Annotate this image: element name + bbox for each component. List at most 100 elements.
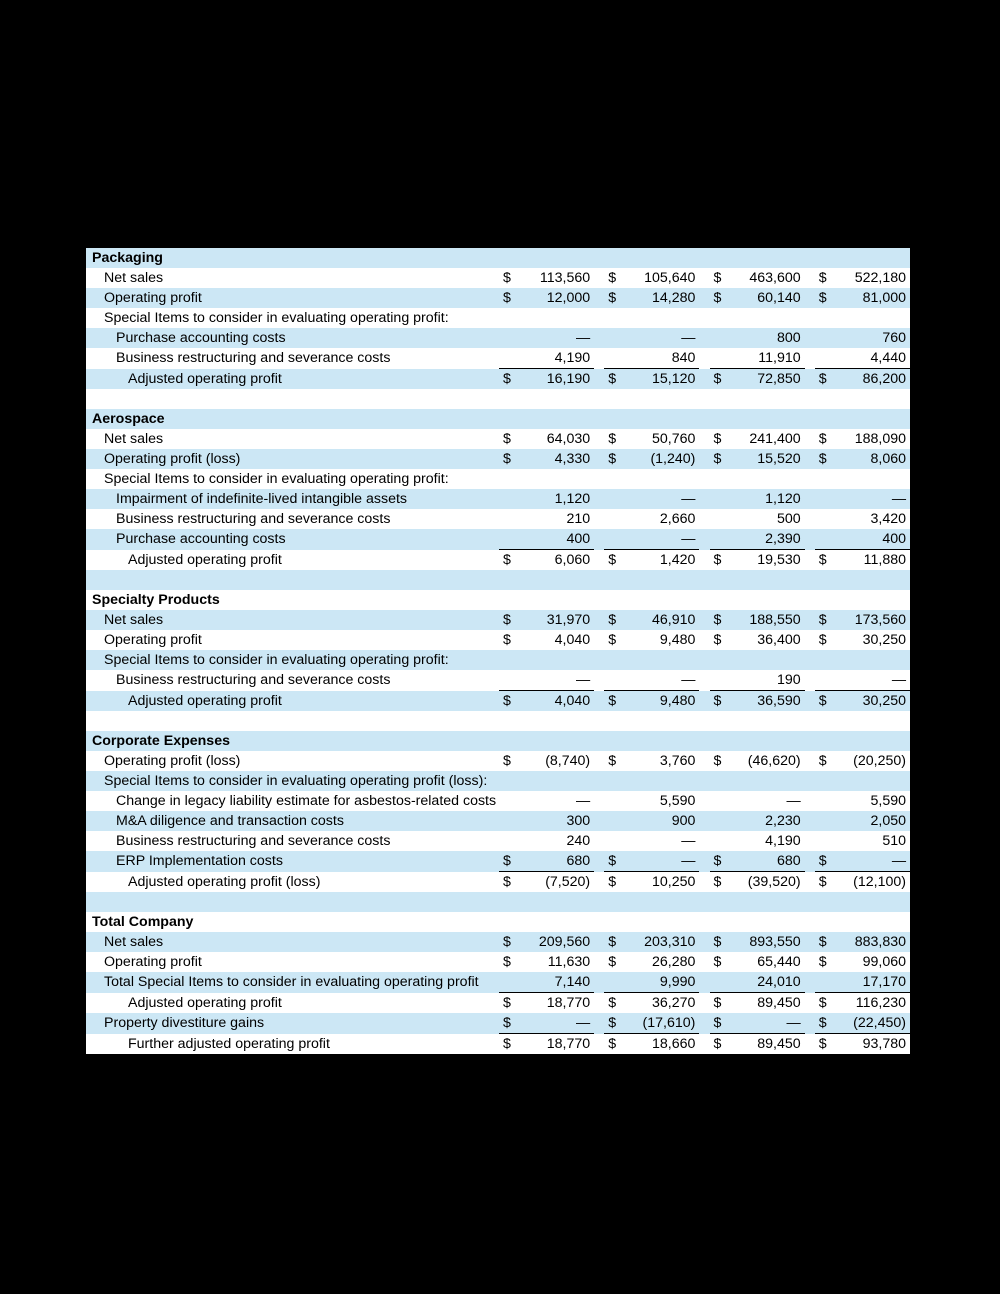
currency-symbol: $ [499, 851, 519, 872]
cell-value: 15,120 [624, 369, 699, 390]
cell-value: 17,170 [835, 972, 910, 993]
data-row: Net sales$64,030$50,760$241,400$188,090 [86, 429, 910, 449]
cell-value: — [835, 489, 910, 509]
blank-row [86, 892, 910, 912]
cell-value: 11,910 [730, 348, 805, 369]
row-label: Purchase accounting costs [86, 328, 499, 348]
cell-value: 11,630 [519, 952, 594, 972]
cell-value: 900 [624, 811, 699, 831]
cell-value: 89,450 [730, 1034, 805, 1055]
cell-value: 5,590 [835, 791, 910, 811]
currency-symbol: $ [499, 952, 519, 972]
currency-symbol [604, 509, 624, 529]
cell-value: 209,560 [519, 932, 594, 952]
currency-symbol: $ [604, 268, 624, 288]
currency-symbol: $ [604, 550, 624, 571]
cell-value: 300 [519, 811, 594, 831]
cell-value: 4,190 [519, 348, 594, 369]
currency-symbol [815, 972, 835, 993]
data-row: Adjusted operating profit$18,770$36,270$… [86, 993, 910, 1014]
currency-symbol: $ [710, 1034, 730, 1055]
cell-value: 86,200 [835, 369, 910, 390]
cell-value: 81,000 [835, 288, 910, 308]
currency-symbol: $ [710, 449, 730, 469]
data-row: Operating profit (loss)$4,330$(1,240)$15… [86, 449, 910, 469]
currency-symbol: $ [604, 691, 624, 712]
currency-symbol: $ [499, 872, 519, 893]
row-label: Special Items to consider in evaluating … [86, 650, 499, 670]
currency-symbol: $ [815, 952, 835, 972]
label-row: Special Items to consider in evaluating … [86, 650, 910, 670]
data-row: Business restructuring and severance cos… [86, 348, 910, 369]
data-row: Net sales$209,560$203,310$893,550$883,83… [86, 932, 910, 952]
row-label: Adjusted operating profit [86, 369, 499, 390]
currency-symbol [604, 791, 624, 811]
currency-symbol [710, 348, 730, 369]
cell-value: 1,420 [624, 550, 699, 571]
currency-symbol: $ [710, 993, 730, 1014]
currency-symbol [604, 972, 624, 993]
cell-value: 241,400 [730, 429, 805, 449]
currency-symbol: $ [604, 1034, 624, 1055]
row-label: Net sales [86, 610, 499, 630]
cell-value: 15,520 [730, 449, 805, 469]
currency-symbol [710, 972, 730, 993]
currency-symbol [815, 489, 835, 509]
cell-value: — [519, 791, 594, 811]
cell-value: 10,250 [624, 872, 699, 893]
currency-symbol: $ [815, 369, 835, 390]
data-row: Operating profit$4,040$9,480$36,400$30,2… [86, 630, 910, 650]
cell-value: (39,520) [730, 872, 805, 893]
currency-symbol: $ [710, 630, 730, 650]
cell-value: 463,600 [730, 268, 805, 288]
currency-symbol: $ [815, 630, 835, 650]
row-label: ERP Implementation costs [86, 851, 499, 872]
cell-value: 12,000 [519, 288, 594, 308]
currency-symbol [604, 328, 624, 348]
data-row: Adjusted operating profit$16,190$15,120$… [86, 369, 910, 390]
section-title: Total Company [86, 912, 499, 932]
currency-symbol: $ [710, 851, 730, 872]
cell-value: 64,030 [519, 429, 594, 449]
section-header: Aerospace [86, 409, 910, 429]
cell-value: 30,250 [835, 630, 910, 650]
currency-symbol: $ [815, 691, 835, 712]
row-label: Adjusted operating profit [86, 993, 499, 1014]
currency-symbol [604, 670, 624, 691]
currency-symbol: $ [815, 851, 835, 872]
cell-value: 8,060 [835, 449, 910, 469]
row-label: Operating profit [86, 630, 499, 650]
currency-symbol [499, 972, 519, 993]
currency-symbol: $ [815, 932, 835, 952]
currency-symbol: $ [499, 288, 519, 308]
cell-value: 680 [730, 851, 805, 872]
cell-value: 4,330 [519, 449, 594, 469]
cell-value: 99,060 [835, 952, 910, 972]
cell-value: 93,780 [835, 1034, 910, 1055]
cell-value: 31,970 [519, 610, 594, 630]
row-label: Business restructuring and severance cos… [86, 831, 499, 851]
cell-value: 2,050 [835, 811, 910, 831]
cell-value: 210 [519, 509, 594, 529]
data-row: Adjusted operating profit$4,040$9,480$36… [86, 691, 910, 712]
cell-value: — [519, 1013, 594, 1034]
currency-symbol: $ [604, 288, 624, 308]
currency-symbol [710, 670, 730, 691]
data-row: Business restructuring and severance cos… [86, 831, 910, 851]
currency-symbol [499, 529, 519, 550]
currency-symbol [499, 811, 519, 831]
currency-symbol: $ [710, 610, 730, 630]
cell-value: 400 [835, 529, 910, 550]
currency-symbol: $ [499, 550, 519, 571]
row-label: Operating profit [86, 952, 499, 972]
cell-value: (7,520) [519, 872, 594, 893]
currency-symbol: $ [710, 932, 730, 952]
cell-value: — [624, 831, 699, 851]
currency-symbol [710, 791, 730, 811]
cell-value: 9,480 [624, 691, 699, 712]
cell-value: 16,190 [519, 369, 594, 390]
cell-value: 65,440 [730, 952, 805, 972]
row-label: Change in legacy liability estimate for … [86, 791, 499, 811]
data-row: Business restructuring and severance cos… [86, 670, 910, 691]
cell-value: 522,180 [835, 268, 910, 288]
